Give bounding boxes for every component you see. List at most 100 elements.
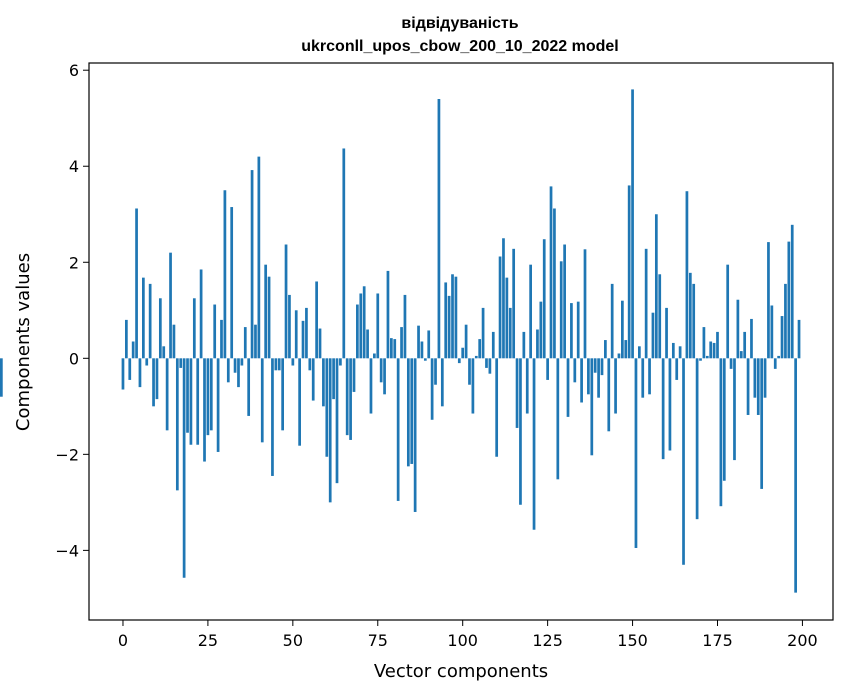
bar-28 bbox=[216, 358, 220, 452]
bar-56 bbox=[311, 358, 315, 401]
bar-118 bbox=[522, 331, 526, 359]
bar-115 bbox=[512, 248, 516, 359]
bar-50 bbox=[291, 358, 295, 366]
bar-127 bbox=[553, 208, 556, 359]
y-tick-label-0: 0 bbox=[69, 349, 79, 368]
bar-27 bbox=[213, 304, 217, 359]
bar-111 bbox=[498, 256, 502, 359]
bar-173 bbox=[709, 341, 713, 359]
bar-61 bbox=[328, 358, 332, 503]
bar-131 bbox=[566, 358, 570, 417]
bar-80 bbox=[393, 339, 397, 359]
bar-151 bbox=[634, 358, 638, 548]
bar-43 bbox=[267, 276, 271, 359]
bar-48 bbox=[284, 244, 288, 359]
bar-144 bbox=[610, 283, 614, 359]
bar-133 bbox=[573, 358, 577, 383]
bar-91 bbox=[430, 358, 434, 420]
bar-79 bbox=[390, 338, 393, 359]
bar-177 bbox=[722, 358, 726, 481]
bar-11 bbox=[158, 298, 162, 359]
bar-152 bbox=[638, 346, 641, 359]
bar-17 bbox=[179, 358, 183, 368]
bar-150 bbox=[631, 89, 634, 359]
bar-157 bbox=[654, 214, 658, 359]
bar-66 bbox=[345, 358, 349, 436]
bar-4 bbox=[135, 208, 138, 359]
bar-71 bbox=[362, 286, 366, 359]
bar-130 bbox=[563, 244, 566, 359]
bar-25 bbox=[206, 358, 210, 436]
bar-31 bbox=[226, 358, 230, 383]
bar-58 bbox=[318, 328, 322, 359]
bar-181 bbox=[736, 299, 740, 359]
bar-21 bbox=[192, 298, 196, 359]
bar-undefined bbox=[0, 358, 3, 397]
chart-title-line2: ukrconll_upos_cbow_200_10_2022 model bbox=[301, 38, 618, 55]
bar-35 bbox=[240, 358, 244, 366]
bar-54 bbox=[305, 307, 308, 359]
y-tick-label--2: −2 bbox=[55, 445, 79, 464]
bar-95 bbox=[444, 282, 448, 359]
bar-46 bbox=[277, 358, 281, 371]
bar-160 bbox=[665, 307, 668, 359]
bar-191 bbox=[770, 305, 774, 359]
bar-196 bbox=[787, 241, 791, 359]
bar-184 bbox=[746, 358, 750, 415]
bar-15 bbox=[172, 324, 176, 359]
x-tick-label-200: 200 bbox=[787, 631, 818, 650]
bar-89 bbox=[423, 358, 427, 361]
bar-193 bbox=[777, 355, 780, 359]
bar-145 bbox=[614, 358, 617, 414]
bar-169 bbox=[695, 358, 699, 520]
bar-156 bbox=[651, 312, 655, 359]
bar-170 bbox=[699, 358, 702, 361]
bar-122 bbox=[536, 329, 539, 359]
bar-38 bbox=[250, 170, 254, 359]
bar-103 bbox=[471, 358, 475, 414]
bar-52 bbox=[298, 358, 301, 446]
bar-108 bbox=[488, 358, 492, 374]
bar-73 bbox=[369, 358, 373, 414]
bar-147 bbox=[621, 300, 624, 359]
bar-190 bbox=[767, 242, 770, 359]
bar-44 bbox=[271, 358, 274, 476]
bar-121 bbox=[532, 358, 536, 530]
bar-13 bbox=[165, 358, 169, 431]
bar-123 bbox=[539, 301, 543, 359]
y-tick-label--4: −4 bbox=[55, 541, 79, 560]
bar-128 bbox=[556, 358, 560, 480]
plot-frame bbox=[88, 62, 834, 621]
bar-86 bbox=[413, 358, 417, 512]
bar-135 bbox=[580, 358, 583, 403]
bar-140 bbox=[597, 358, 600, 398]
bar-96 bbox=[447, 295, 451, 359]
bar-119 bbox=[525, 358, 529, 414]
bar-82 bbox=[400, 327, 403, 359]
bar-60 bbox=[325, 358, 329, 457]
bar-175 bbox=[716, 331, 719, 359]
bar-146 bbox=[617, 353, 621, 359]
bar-36 bbox=[243, 327, 247, 359]
bar-3 bbox=[131, 341, 135, 359]
bar-74 bbox=[373, 353, 376, 359]
bar-6 bbox=[142, 277, 145, 359]
bar-179 bbox=[729, 358, 733, 369]
bar-78 bbox=[386, 270, 390, 359]
bar-186 bbox=[753, 358, 757, 398]
bar-16 bbox=[175, 358, 179, 491]
bar-149 bbox=[627, 185, 631, 359]
bar-197 bbox=[790, 224, 794, 359]
x-tick-label-100: 100 bbox=[447, 631, 478, 650]
x-tick-label-50: 50 bbox=[283, 631, 303, 650]
bar-34 bbox=[237, 358, 240, 388]
bar-167 bbox=[688, 272, 692, 359]
bar-109 bbox=[491, 331, 495, 359]
bar-195 bbox=[784, 283, 787, 359]
bar-166 bbox=[685, 191, 689, 359]
bar-94 bbox=[440, 358, 444, 407]
bar-5 bbox=[138, 358, 142, 388]
bar-129 bbox=[559, 261, 563, 359]
bar-124 bbox=[542, 239, 546, 359]
